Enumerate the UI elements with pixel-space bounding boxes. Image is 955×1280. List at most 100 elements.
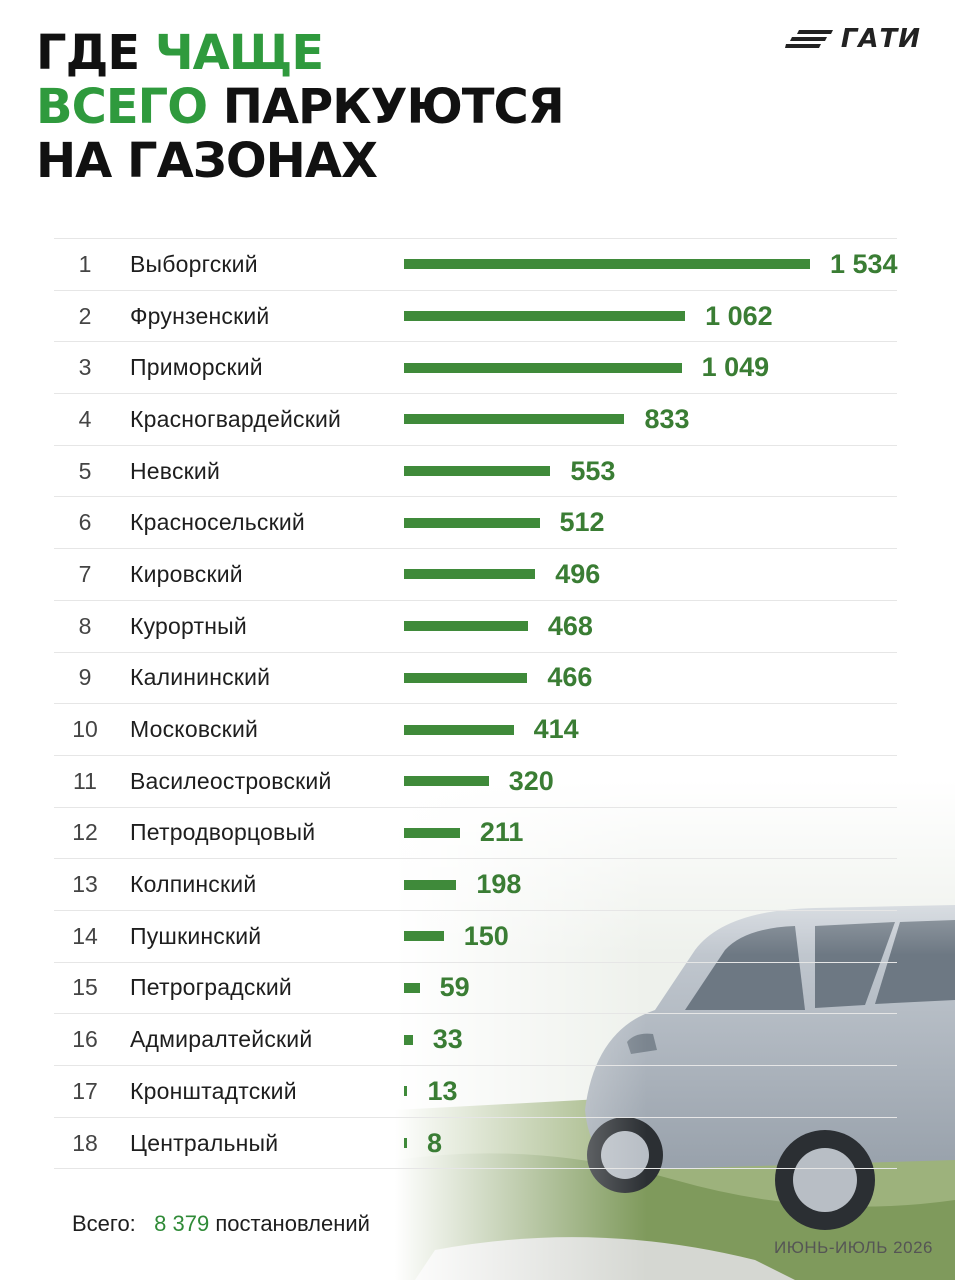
total-value: 8 379 xyxy=(154,1211,210,1236)
bar xyxy=(404,672,528,683)
row-rank: 6 xyxy=(78,509,92,536)
district-name: Колпинский xyxy=(130,871,257,898)
bar-value-label: 1 062 xyxy=(705,300,773,331)
district-name: Приморский xyxy=(130,354,263,381)
row-rank: 8 xyxy=(78,612,92,639)
bar xyxy=(404,259,810,270)
table-row: 6 Красносельский 512 xyxy=(54,496,897,548)
table-row: 5 Невский 553 xyxy=(54,444,897,497)
table-row: 4 Красногвардейский 833 xyxy=(54,393,897,445)
bar xyxy=(404,879,457,890)
gati-logo: ГАТИ xyxy=(784,24,921,54)
district-name: Красногвардейский xyxy=(130,405,342,432)
table-row: 7 Кировский 496 xyxy=(54,548,897,600)
row-rank: 11 xyxy=(73,767,97,794)
row-rank: 4 xyxy=(78,405,92,432)
table-row: 3 Приморский 1 049 xyxy=(54,341,897,393)
period-label: ИЮНЬ-ИЮЛЬ 2026 xyxy=(774,1238,933,1257)
total-label: Всего: xyxy=(72,1211,136,1236)
table-row: 15 Петроградский 59 xyxy=(54,961,897,1014)
table-row: 14 Пушкинский 150 xyxy=(54,909,897,962)
table-row: 16 Адмиралтейский 33 xyxy=(54,1013,897,1065)
bar-value-label: 496 xyxy=(555,558,601,589)
total-line: Всего: 8 379 постановлений xyxy=(72,1211,370,1237)
bar xyxy=(404,931,444,942)
bar-value-label: 512 xyxy=(559,507,605,538)
title-word-parkuyutsya: ПАРКУЮТСЯ xyxy=(222,79,565,135)
row-rank: 15 xyxy=(72,974,98,1001)
row-rank: 10 xyxy=(72,716,98,743)
district-name: Красносельский xyxy=(130,509,305,536)
bar-value-label: 468 xyxy=(547,610,593,641)
row-rank: 12 xyxy=(72,819,98,846)
bar xyxy=(404,466,551,477)
row-rank: 5 xyxy=(78,457,92,484)
district-name: Фрунзенский xyxy=(130,302,270,329)
row-rank: 1 xyxy=(78,250,92,277)
district-name: Кронштадтский xyxy=(130,1077,297,1104)
bar xyxy=(404,569,536,580)
bar xyxy=(404,311,686,322)
district-name: Калининский xyxy=(130,664,271,691)
district-name: Московский xyxy=(130,716,259,743)
bar xyxy=(404,621,528,632)
district-name: Адмиралтейский xyxy=(130,1026,313,1053)
title-word-chashche: ЧАЩЕ xyxy=(154,25,324,81)
district-name: Петродворцовый xyxy=(130,819,316,846)
row-rank: 16 xyxy=(72,1026,98,1053)
row-rank: 2 xyxy=(78,302,92,329)
title-word-vsego: ВСЕГО xyxy=(36,79,208,135)
bar-value-label: 833 xyxy=(644,403,690,434)
bar xyxy=(404,517,540,528)
bar xyxy=(404,1086,408,1097)
row-rank: 18 xyxy=(72,1129,98,1156)
speed-lines-icon xyxy=(784,30,833,48)
page-title: ГДЕ ЧАЩЕ ВСЕГО ПАРКУЮТСЯ НА ГАЗОНАХ xyxy=(36,25,565,189)
bar-value-label: 59 xyxy=(439,972,470,1003)
bar-value-label: 8 xyxy=(427,1127,443,1158)
table-row: 8 Курортный 468 xyxy=(54,599,897,652)
bar xyxy=(404,776,489,787)
district-name: Кировский xyxy=(130,560,243,587)
bar-value-label: 33 xyxy=(432,1024,463,1055)
bar-value-label: 1 049 xyxy=(701,352,770,383)
district-name: Центральный xyxy=(130,1129,279,1156)
bar-value-label: 1 534 xyxy=(830,248,898,279)
bar-value-label: 211 xyxy=(479,817,524,848)
bar-value-label: 198 xyxy=(476,869,522,900)
bar-value-label: 13 xyxy=(427,1075,458,1106)
bar xyxy=(404,1034,413,1045)
logo-text: ГАТИ xyxy=(840,24,921,54)
row-rank: 7 xyxy=(78,560,92,587)
row-rank: 14 xyxy=(72,922,98,949)
table-row: 12 Петродворцовый 211 xyxy=(54,806,897,859)
table-row: 18 Центральный 8 xyxy=(54,1116,897,1169)
table-bottom-divider xyxy=(54,1168,897,1170)
district-name: Курортный xyxy=(130,612,247,639)
table-row: 11 Василеостровский 320 xyxy=(54,754,897,807)
district-name: Выборгский xyxy=(130,250,258,277)
bar xyxy=(404,414,625,425)
district-name: Петроградский xyxy=(130,974,292,1001)
total-unit: постановлений xyxy=(215,1211,370,1236)
district-name: Невский xyxy=(130,457,221,484)
row-rank: 3 xyxy=(78,354,92,381)
district-bar-chart: 1 Выборгский 1 534 2 Фрунзенский 1 062 3 Примор… xyxy=(54,238,898,1170)
bar-value-label: 320 xyxy=(508,765,554,796)
bar-value-label: 466 xyxy=(547,662,593,693)
table-row: 10 Московский 414 xyxy=(54,703,897,755)
bar xyxy=(404,362,682,373)
district-name: Василеостровский xyxy=(130,767,332,794)
bar xyxy=(404,827,460,838)
table-row: 9 Калининский 466 xyxy=(54,651,897,704)
title-line-na-gazonakh: НА ГАЗОНАХ xyxy=(36,133,378,189)
row-rank: 13 xyxy=(72,871,98,898)
title-word-gde: ГДЕ xyxy=(36,25,140,81)
row-rank: 9 xyxy=(78,664,92,691)
table-row: 13 Колпинский 198 xyxy=(54,858,897,910)
bar-value-label: 553 xyxy=(570,455,616,486)
table-row: 17 Кронштадтский 13 xyxy=(54,1065,897,1117)
bar-value-label: 150 xyxy=(463,920,509,951)
bar xyxy=(404,724,514,735)
bar xyxy=(404,982,420,993)
